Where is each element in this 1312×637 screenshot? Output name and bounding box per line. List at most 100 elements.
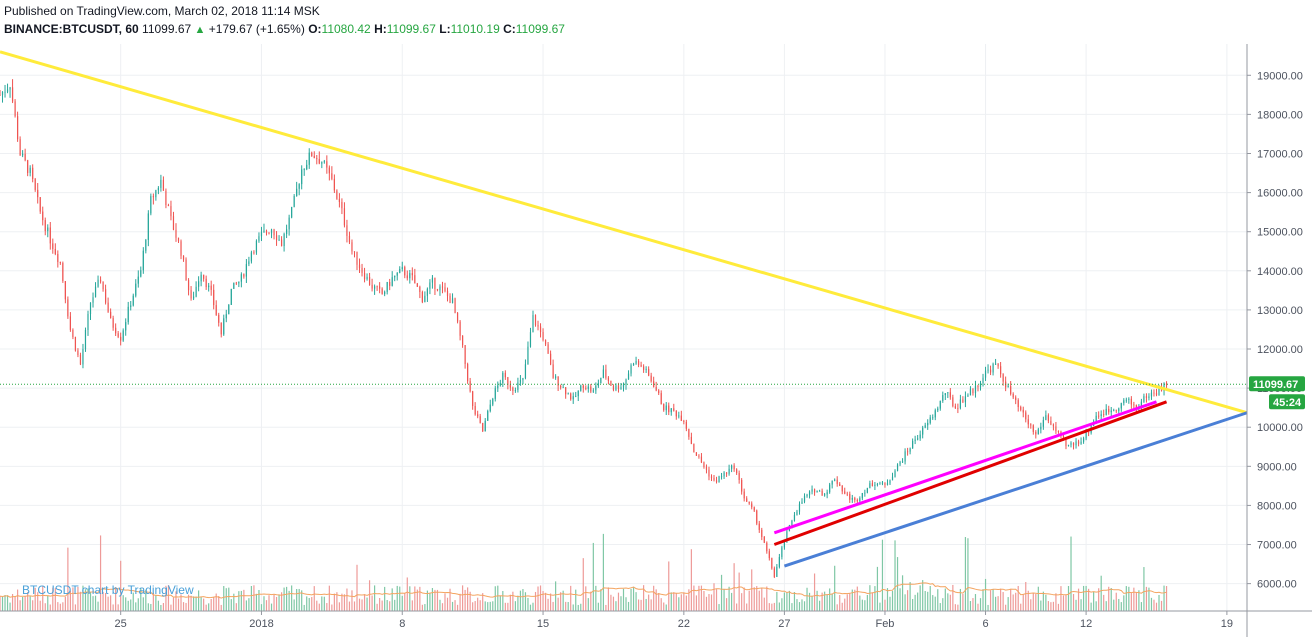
candle-body <box>303 169 305 171</box>
volume-bar <box>474 601 476 611</box>
volume-bar <box>602 533 604 611</box>
volume-bar <box>615 601 617 611</box>
volume-bar <box>177 598 180 611</box>
candle-body <box>195 286 197 297</box>
candle-body <box>504 372 506 378</box>
candle-body <box>967 395 969 397</box>
candle-body <box>544 339 547 345</box>
candle-body <box>416 283 418 287</box>
countdown-badge-bg <box>1269 394 1305 410</box>
candle-body <box>1045 415 1047 420</box>
candle-body <box>876 484 879 485</box>
volume-bar <box>1120 602 1122 611</box>
volume-bar <box>436 589 439 611</box>
volume-bar <box>939 603 941 611</box>
volume-bar <box>411 600 413 611</box>
volume-bar <box>648 594 650 611</box>
volume-bar <box>841 602 843 611</box>
volume-bar <box>1002 592 1004 611</box>
candle-body <box>248 261 250 265</box>
candle-body <box>630 365 632 374</box>
candle-body <box>421 292 423 303</box>
candle-body <box>1037 429 1039 435</box>
volume-bar <box>514 601 516 611</box>
volume-bar <box>605 604 607 611</box>
volume-bar <box>200 597 202 611</box>
trendline[interactable] <box>0 50 1248 415</box>
volume-bar <box>806 587 808 611</box>
candle-body <box>467 363 469 382</box>
volume-bar <box>979 598 982 611</box>
volume-bar <box>934 596 936 611</box>
trendline[interactable] <box>783 411 1248 568</box>
volume-bar <box>245 600 247 611</box>
tradingview-watermark[interactable]: BTCUSDT chart by TradingView <box>22 583 194 597</box>
symbol-label[interactable]: BINANCE:BTCUSDT, 60 <box>4 22 139 36</box>
candle-body <box>1108 408 1110 413</box>
candle-body <box>982 377 984 384</box>
volume-bar <box>306 596 308 611</box>
volume-bar <box>1042 591 1044 611</box>
volume-bar <box>1020 603 1022 611</box>
candle-body <box>454 298 456 313</box>
candle-body <box>24 153 26 161</box>
candle-body <box>939 400 941 409</box>
volume-bar <box>162 603 165 611</box>
high-label: H: <box>374 22 387 36</box>
candle-body <box>954 406 956 409</box>
candle-body <box>637 361 640 365</box>
candle-body <box>190 290 192 299</box>
volume-bar <box>622 588 625 611</box>
candle-body <box>889 480 891 484</box>
candle-body <box>793 514 796 521</box>
price-chart[interactable]: 6000.007000.008000.009000.0010000.001100… <box>0 44 1312 637</box>
volume-bar <box>482 593 484 611</box>
candle-body <box>394 275 396 278</box>
volume-bar <box>492 601 494 611</box>
volume-bar <box>1085 585 1087 611</box>
candle-body <box>1128 398 1130 400</box>
volume-bar <box>952 584 954 611</box>
candle-body <box>658 390 660 394</box>
volume-bar <box>429 593 431 611</box>
volume-bar <box>819 600 821 611</box>
trendlines[interactable] <box>0 50 1248 568</box>
volume-bar <box>879 602 881 611</box>
volume-bar <box>92 596 94 611</box>
volume-bar <box>142 597 144 611</box>
volume-bar <box>839 595 841 611</box>
candle-body <box>140 270 142 277</box>
price-tick-label: 9000.00 <box>1257 461 1297 473</box>
candle-body <box>265 230 268 233</box>
volume-bar <box>849 593 851 611</box>
time-axis[interactable]: 2520188152227Feb6121924Mar <box>115 611 1312 630</box>
candle-body <box>969 388 972 396</box>
candle-body <box>1088 432 1090 434</box>
time-tick-label: 15 <box>537 618 549 630</box>
volume-bar <box>401 595 403 611</box>
price-axis[interactable]: 6000.007000.008000.009000.0010000.001100… <box>1247 70 1303 591</box>
candle-body <box>348 235 351 243</box>
volume-bar <box>592 542 594 611</box>
candle-body <box>474 405 476 415</box>
volume-bar <box>896 557 899 611</box>
volume-bar <box>72 587 74 611</box>
candle-body <box>311 152 313 156</box>
volume-bar <box>479 600 481 611</box>
volume-bar <box>1035 593 1037 611</box>
candle-body <box>426 288 428 296</box>
volume-bar <box>326 603 328 611</box>
volume-bar <box>884 599 886 611</box>
volume-bar <box>741 593 743 611</box>
candle-body <box>640 364 642 367</box>
trendline[interactable] <box>773 400 1157 535</box>
volume-bar <box>831 593 833 611</box>
candle-body <box>283 233 285 247</box>
candle-body <box>1017 400 1019 408</box>
volume-bar <box>1095 601 1097 611</box>
candle-body <box>278 239 280 241</box>
trendline[interactable] <box>773 400 1168 546</box>
candle-body <box>783 541 786 548</box>
candle-body <box>331 173 333 179</box>
volume-bar <box>829 588 831 611</box>
